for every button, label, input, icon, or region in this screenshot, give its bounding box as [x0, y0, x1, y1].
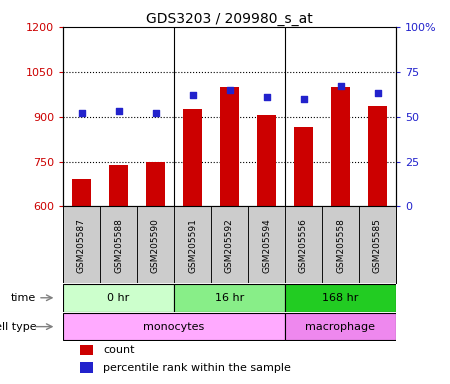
Title: GDS3203 / 209980_s_at: GDS3203 / 209980_s_at: [146, 12, 313, 26]
Text: GSM205592: GSM205592: [225, 218, 234, 273]
Text: 168 hr: 168 hr: [322, 293, 359, 303]
Point: [337, 83, 344, 89]
Text: macrophage: macrophage: [306, 322, 375, 332]
Point: [374, 90, 381, 96]
Text: GSM205594: GSM205594: [262, 218, 271, 273]
Bar: [80, 362, 93, 373]
Text: GSM205558: GSM205558: [336, 218, 345, 273]
Bar: [72, 179, 91, 207]
Text: GSM205556: GSM205556: [299, 218, 308, 273]
Text: GSM205590: GSM205590: [151, 218, 160, 273]
Bar: [63, 284, 174, 312]
Text: time: time: [11, 293, 36, 303]
Text: 16 hr: 16 hr: [215, 293, 244, 303]
Bar: [368, 106, 387, 207]
Bar: [80, 344, 93, 355]
Bar: [294, 127, 313, 207]
Bar: [248, 207, 285, 283]
Bar: [63, 207, 100, 283]
Bar: [211, 207, 248, 283]
Text: cell type: cell type: [0, 322, 36, 332]
Bar: [63, 313, 285, 341]
Point: [152, 110, 159, 116]
Point: [263, 94, 270, 100]
Point: [226, 87, 233, 93]
Text: GSM205591: GSM205591: [188, 218, 197, 273]
Bar: [174, 207, 211, 283]
Point: [300, 96, 307, 102]
Text: count: count: [103, 345, 135, 355]
Text: 0 hr: 0 hr: [108, 293, 130, 303]
Text: GSM205588: GSM205588: [114, 218, 123, 273]
Point: [115, 108, 122, 114]
Bar: [322, 207, 359, 283]
Bar: [285, 313, 396, 341]
Bar: [331, 87, 350, 207]
Bar: [146, 162, 165, 207]
Text: GSM205585: GSM205585: [373, 218, 382, 273]
Bar: [137, 207, 174, 283]
Bar: [109, 164, 128, 207]
Bar: [285, 284, 396, 312]
Point: [78, 110, 85, 116]
Text: percentile rank within the sample: percentile rank within the sample: [103, 362, 291, 372]
Bar: [100, 207, 137, 283]
Bar: [183, 109, 202, 207]
Text: monocytes: monocytes: [144, 322, 205, 332]
Bar: [285, 207, 322, 283]
Text: GSM205587: GSM205587: [77, 218, 86, 273]
Bar: [174, 284, 285, 312]
Bar: [220, 87, 239, 207]
Bar: [359, 207, 396, 283]
Point: [189, 92, 196, 98]
Bar: [257, 115, 276, 207]
